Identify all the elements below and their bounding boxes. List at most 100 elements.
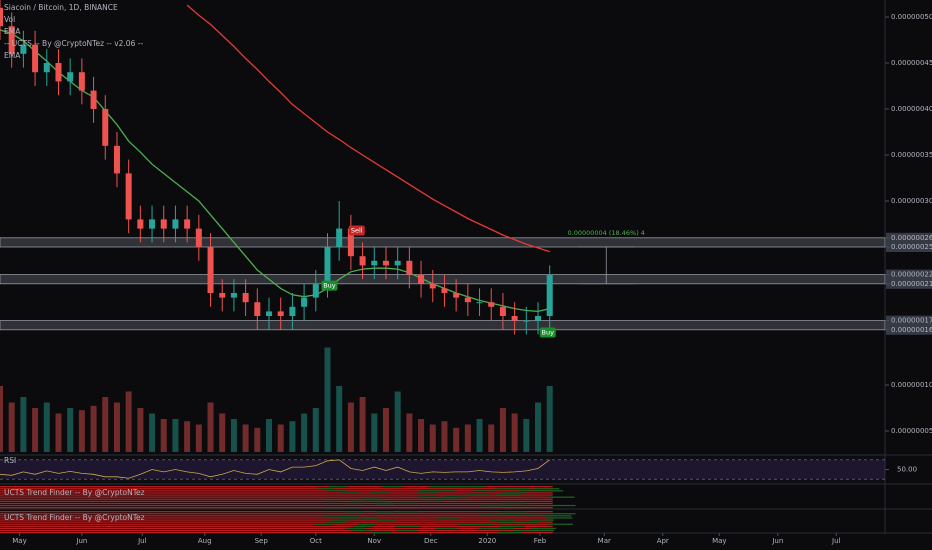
volume-bar xyxy=(476,419,483,452)
trend-green xyxy=(494,488,519,490)
trend-row xyxy=(0,494,553,496)
volume-bar xyxy=(394,391,401,452)
trend-green xyxy=(397,511,419,513)
candle-body xyxy=(149,219,156,229)
trend-green xyxy=(508,504,533,507)
candle-body xyxy=(67,72,74,82)
trend-green xyxy=(369,492,389,494)
trend-green xyxy=(515,521,540,523)
volume-bar xyxy=(359,397,366,452)
x-tick-label: Oct xyxy=(310,537,322,545)
trend-green xyxy=(442,486,465,488)
trend-row xyxy=(0,521,553,523)
signal-badge xyxy=(321,280,338,291)
volume-bar xyxy=(43,402,50,452)
tick-highlight xyxy=(886,242,932,253)
trend-green xyxy=(528,529,554,532)
x-tick-label: Dec xyxy=(424,537,438,545)
trend-green xyxy=(502,492,527,494)
trend-green xyxy=(433,490,456,492)
volume-bar xyxy=(453,427,460,452)
volume-bar xyxy=(371,413,378,452)
volume-bar xyxy=(347,402,354,452)
legend-item: EMA xyxy=(4,27,21,36)
y-tick-label: 0.00000030 xyxy=(891,197,932,205)
volume-bar xyxy=(207,402,214,452)
trend-row xyxy=(0,504,553,507)
candle-body xyxy=(429,283,436,289)
candle-body xyxy=(55,63,62,82)
volume-bar xyxy=(382,408,389,452)
trend-green xyxy=(497,532,522,534)
trend-green xyxy=(326,490,345,492)
y-tick-label: 0.00000022 xyxy=(891,271,932,279)
candle-body xyxy=(137,219,144,229)
volume-bar xyxy=(137,408,144,452)
trend-row xyxy=(0,511,553,513)
trend-green xyxy=(513,529,539,532)
trend-green xyxy=(341,507,360,509)
candle-body xyxy=(207,247,214,293)
candle-body xyxy=(359,256,366,266)
x-tick-label: May xyxy=(712,537,726,545)
trend-green xyxy=(359,517,379,519)
volume-bar xyxy=(511,413,518,452)
trend-green xyxy=(435,527,458,530)
zone xyxy=(0,274,886,285)
volume-bar xyxy=(160,419,167,452)
volume-bar xyxy=(464,424,471,452)
volume-bar xyxy=(546,386,553,452)
trend-row xyxy=(0,492,553,494)
trend-green xyxy=(326,521,345,523)
volume-bar xyxy=(184,421,191,452)
y-tick-label: 0.00000025 xyxy=(891,243,932,251)
trend-green xyxy=(353,525,372,527)
trend-row xyxy=(0,490,553,492)
rsi-pane xyxy=(0,455,885,484)
trend-green xyxy=(436,498,459,500)
y-tick-label: 0.00000010 xyxy=(891,381,932,389)
candle-body xyxy=(8,26,15,54)
signal-badge xyxy=(348,225,365,236)
candle-body xyxy=(476,302,483,304)
trend-green xyxy=(533,488,560,490)
y-tick-label: 0.00000016 xyxy=(891,326,932,334)
zone xyxy=(0,320,886,331)
candle-body xyxy=(20,44,27,54)
y-tick-label: 0.00000035 xyxy=(891,151,932,159)
trend-row xyxy=(0,488,553,490)
volume-bar xyxy=(149,413,156,452)
candle-body xyxy=(499,306,506,316)
rsi-tick-label: 50.00 xyxy=(897,466,917,474)
trend-row xyxy=(0,515,553,517)
trend-green xyxy=(316,488,335,490)
trend-green xyxy=(486,504,511,507)
volume-bar xyxy=(8,402,15,452)
volume-bar xyxy=(523,419,530,452)
signal-label: Buy xyxy=(323,282,336,290)
trend-row xyxy=(0,527,553,530)
volume-bar xyxy=(67,408,74,452)
volume-bar xyxy=(172,419,179,452)
candle-body xyxy=(312,283,319,298)
trend-row xyxy=(0,498,553,500)
y-tick-label: 0.00000026 xyxy=(891,234,932,242)
volume-bar xyxy=(441,421,448,452)
candle-body xyxy=(113,145,120,174)
trend-green xyxy=(341,515,360,517)
trend-row xyxy=(0,486,553,488)
trend-green xyxy=(361,498,381,500)
trend-green xyxy=(417,496,439,498)
candle-body xyxy=(125,173,132,220)
trend-green xyxy=(537,490,564,492)
trend-green xyxy=(546,517,573,519)
trend-green xyxy=(331,519,350,521)
trend-green xyxy=(549,504,576,507)
trend-green xyxy=(357,523,377,525)
trend-green xyxy=(382,486,403,488)
candle-body xyxy=(254,302,261,316)
candle-body xyxy=(277,311,284,316)
candle-body xyxy=(546,274,553,316)
trend-green xyxy=(497,521,522,523)
